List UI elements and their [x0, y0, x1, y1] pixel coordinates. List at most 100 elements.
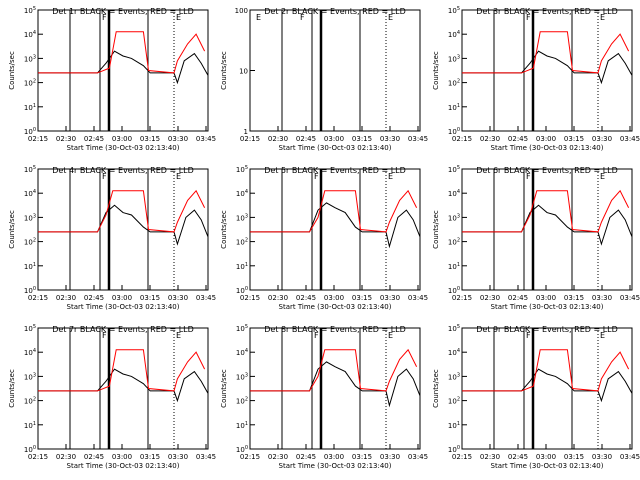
time-marker: E	[600, 331, 605, 340]
lld-series-line	[250, 348, 418, 392]
y-tick-label: 101	[24, 262, 36, 271]
x-tick-label: 03:30	[168, 135, 188, 143]
y-tick-label: 101	[448, 421, 460, 430]
y-tick-label: 103	[236, 372, 248, 381]
x-tick-label: 03:00	[112, 294, 132, 302]
x-tick-label: 03:45	[196, 135, 216, 143]
lld-series-line	[462, 189, 630, 233]
chart-title: Det 1r BLACK = Events, RED = LLD	[52, 7, 194, 16]
events-series-line	[250, 361, 421, 408]
y-tick-label: 100	[24, 127, 36, 136]
x-tick-label: 03:45	[620, 294, 640, 302]
lld-series-line	[462, 349, 630, 392]
y-tick-label: 102	[448, 397, 460, 406]
y-tick-label: 101	[448, 262, 460, 271]
plot-frame	[461, 327, 633, 450]
x-axis-label: Start Time (30-Oct-03 02:13:40)	[279, 144, 392, 152]
x-tick-label: 02:15	[28, 453, 48, 461]
y-tick-label: 100	[235, 7, 248, 15]
x-tick-label: 02:45	[508, 294, 528, 302]
x-tick-label: 02:30	[480, 135, 500, 143]
x-tick-label: 02:15	[452, 453, 472, 461]
y-tick-label: 104	[24, 348, 36, 357]
y-tick-label: 101	[236, 262, 248, 271]
events-series-line	[462, 368, 633, 403]
plot-frame	[249, 9, 421, 132]
detector-panel: Det 1r BLACK = Events, RED = LLD 100 101 10…	[8, 6, 216, 152]
time-marker: F	[314, 172, 319, 181]
plot-frame	[461, 168, 633, 291]
detector-panel: Det 3r BLACK = Events, RED = LLD 100 101 10…	[432, 6, 640, 152]
time-marker: F	[102, 172, 107, 181]
x-tick-label: 03:00	[536, 135, 556, 143]
y-tick-label: 103	[448, 372, 460, 381]
x-tick-label: 03:45	[196, 453, 216, 461]
y-tick-label: 100	[448, 445, 460, 454]
chart-title: Det 5r BLACK = Events, RED = LLD	[264, 166, 406, 175]
x-tick-label: 02:30	[268, 135, 288, 143]
plot-frame	[37, 9, 209, 132]
x-tick-label: 02:15	[28, 135, 48, 143]
y-tick-label: 101	[448, 103, 460, 112]
plot-frame	[37, 168, 209, 291]
time-marker: F	[102, 13, 107, 22]
x-tick-label: 02:30	[56, 453, 76, 461]
x-axis-label: Start Time (30-Oct-03 02:13:40)	[279, 462, 392, 470]
y-tick-label: 105	[236, 165, 248, 174]
y-tick-label: 104	[236, 348, 248, 357]
y-tick-label: 105	[24, 6, 36, 15]
y-tick-label: 102	[236, 397, 248, 406]
x-tick-label: 02:45	[84, 135, 104, 143]
time-marker: E	[176, 172, 181, 181]
y-tick-label: 105	[448, 6, 460, 15]
chart-title: Det 8r BLACK = Events, RED = LLD	[264, 325, 406, 334]
x-tick-label: 03:30	[592, 453, 612, 461]
x-tick-label: 03:15	[564, 294, 584, 302]
x-axis-label: Start Time (30-Oct-03 02:13:40)	[67, 144, 180, 152]
chart-title: Det 7r BLACK = Events, RED = LLD	[52, 325, 194, 334]
time-marker: E	[388, 13, 393, 22]
time-marker: E	[256, 13, 261, 22]
y-tick-label: 101	[24, 103, 36, 112]
y-tick-label: 105	[236, 324, 248, 333]
plot-frame	[249, 327, 421, 450]
x-tick-label: 02:30	[56, 294, 76, 302]
y-tick-label: 100	[236, 445, 248, 454]
x-axis-label: Start Time (30-Oct-03 02:13:40)	[491, 303, 604, 311]
events-series-line	[462, 50, 633, 85]
chart-title: Det 6r BLACK = Events, RED = LLD	[476, 166, 618, 175]
y-tick-label: 10	[239, 68, 248, 76]
x-tick-label: 03:30	[168, 294, 188, 302]
time-marker: F	[526, 172, 531, 181]
y-tick-label: 104	[448, 189, 460, 198]
x-tick-label: 03:15	[352, 135, 372, 143]
x-tick-label: 02:45	[84, 453, 104, 461]
x-tick-label: 03:15	[352, 294, 372, 302]
y-tick-label: 101	[236, 421, 248, 430]
time-marker: F	[300, 13, 305, 22]
time-marker: F	[314, 331, 319, 340]
time-marker: F	[102, 331, 107, 340]
x-tick-label: 02:45	[296, 453, 316, 461]
x-tick-label: 03:45	[408, 135, 428, 143]
y-tick-label: 104	[448, 30, 460, 39]
x-tick-label: 03:45	[196, 294, 216, 302]
y-tick-label: 102	[24, 238, 36, 247]
time-marker: F	[526, 13, 531, 22]
x-tick-label: 03:30	[380, 135, 400, 143]
x-tick-label: 02:30	[268, 453, 288, 461]
chart-title: Det 2r BLACK = Events, RED = LLD	[264, 7, 406, 16]
y-tick-label: 1	[244, 128, 248, 136]
y-axis-label: Counts/sec	[432, 210, 440, 249]
time-marker: E	[176, 13, 181, 22]
y-axis-label: Counts/sec	[220, 210, 228, 249]
y-tick-label: 105	[448, 324, 460, 333]
y-tick-label: 101	[24, 421, 36, 430]
x-tick-label: 03:00	[536, 453, 556, 461]
x-tick-label: 03:30	[380, 294, 400, 302]
detector-panel: Det 7r BLACK = Events, RED = LLD 100 101 10…	[8, 324, 216, 470]
x-tick-label: 03:15	[564, 135, 584, 143]
x-tick-label: 03:00	[324, 453, 344, 461]
x-tick-label: 03:45	[620, 453, 640, 461]
